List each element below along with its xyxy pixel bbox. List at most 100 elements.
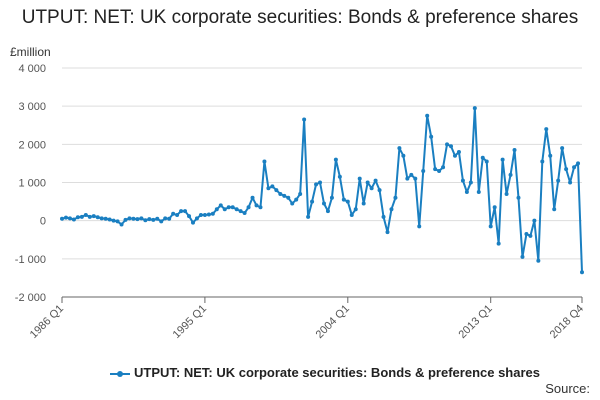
data-point[interactable] xyxy=(294,197,299,202)
data-point[interactable] xyxy=(214,207,219,212)
data-point[interactable] xyxy=(75,215,80,220)
data-point[interactable] xyxy=(385,230,390,235)
data-point[interactable] xyxy=(302,117,307,122)
data-point[interactable] xyxy=(187,214,192,219)
data-point[interactable] xyxy=(389,207,394,212)
data-point[interactable] xyxy=(548,153,553,158)
data-point[interactable] xyxy=(325,209,330,214)
data-point[interactable] xyxy=(437,169,442,174)
data-point[interactable] xyxy=(147,217,152,222)
data-point[interactable] xyxy=(60,216,64,221)
data-point[interactable] xyxy=(441,165,446,170)
data-point[interactable] xyxy=(365,180,370,185)
data-point[interactable] xyxy=(480,155,485,160)
data-point[interactable] xyxy=(91,214,96,219)
data-point[interactable] xyxy=(310,199,315,204)
data-point[interactable] xyxy=(262,159,267,164)
data-point[interactable] xyxy=(202,212,207,217)
data-point[interactable] xyxy=(377,188,382,193)
data-point[interactable] xyxy=(119,222,124,227)
data-point[interactable] xyxy=(198,212,203,217)
data-point[interactable] xyxy=(111,218,116,223)
data-point[interactable] xyxy=(218,203,223,208)
data-point[interactable] xyxy=(314,182,319,187)
data-point[interactable] xyxy=(445,142,450,147)
data-point[interactable] xyxy=(171,211,176,216)
data-point[interactable] xyxy=(425,113,430,118)
data-point[interactable] xyxy=(230,205,235,210)
data-point[interactable] xyxy=(286,195,291,200)
data-point[interactable] xyxy=(290,201,295,206)
data-point[interactable] xyxy=(405,176,410,181)
data-point[interactable] xyxy=(552,207,557,212)
data-point[interactable] xyxy=(151,217,156,222)
data-point[interactable] xyxy=(333,157,338,162)
data-point[interactable] xyxy=(373,178,378,183)
data-point[interactable] xyxy=(413,176,418,181)
data-point[interactable] xyxy=(278,191,283,196)
data-point[interactable] xyxy=(163,216,168,221)
data-point[interactable] xyxy=(500,157,505,162)
data-point[interactable] xyxy=(341,197,346,202)
data-point[interactable] xyxy=(329,195,334,200)
data-point[interactable] xyxy=(159,219,164,224)
data-point[interactable] xyxy=(337,174,342,179)
data-point[interactable] xyxy=(179,209,184,214)
data-point[interactable] xyxy=(250,195,255,200)
data-point[interactable] xyxy=(460,178,465,183)
data-point[interactable] xyxy=(369,186,374,191)
data-point[interactable] xyxy=(282,193,287,198)
data-point[interactable] xyxy=(464,190,469,195)
data-point[interactable] xyxy=(401,153,406,158)
data-point[interactable] xyxy=(568,180,573,185)
data-point[interactable] xyxy=(536,258,541,263)
data-point[interactable] xyxy=(95,215,100,220)
data-point[interactable] xyxy=(472,106,477,111)
data-point[interactable] xyxy=(452,153,457,158)
data-point[interactable] xyxy=(242,211,247,216)
data-point[interactable] xyxy=(381,214,386,219)
data-point[interactable] xyxy=(504,191,509,196)
data-point[interactable] xyxy=(318,180,323,185)
data-point[interactable] xyxy=(67,216,72,221)
data-point[interactable] xyxy=(528,233,533,238)
data-point[interactable] xyxy=(190,220,195,225)
data-point[interactable] xyxy=(246,205,251,210)
data-point[interactable] xyxy=(254,203,259,208)
data-point[interactable] xyxy=(194,216,199,221)
data-point[interactable] xyxy=(131,216,136,221)
data-point[interactable] xyxy=(361,201,366,206)
data-point[interactable] xyxy=(167,216,172,221)
data-point[interactable] xyxy=(580,270,584,275)
data-point[interactable] xyxy=(103,216,108,221)
data-point[interactable] xyxy=(516,195,521,200)
data-point[interactable] xyxy=(71,217,76,222)
data-point[interactable] xyxy=(238,209,243,214)
data-point[interactable] xyxy=(349,212,354,217)
data-point[interactable] xyxy=(524,232,529,237)
data-point[interactable] xyxy=(456,149,461,154)
data-point[interactable] xyxy=(512,148,517,153)
data-point[interactable] xyxy=(63,215,68,220)
data-point[interactable] xyxy=(206,212,211,217)
data-point[interactable] xyxy=(270,184,275,189)
data-point[interactable] xyxy=(476,190,481,195)
data-point[interactable] xyxy=(488,224,493,229)
data-point[interactable] xyxy=(155,216,160,221)
data-point[interactable] xyxy=(175,212,180,217)
data-point[interactable] xyxy=(572,165,577,170)
data-point[interactable] xyxy=(468,180,473,185)
data-point[interactable] xyxy=(210,211,215,216)
data-point[interactable] xyxy=(520,254,525,259)
data-point[interactable] xyxy=(492,205,497,210)
data-point[interactable] xyxy=(222,207,227,212)
data-point[interactable] xyxy=(306,214,311,219)
data-point[interactable] xyxy=(496,241,501,246)
data-point[interactable] xyxy=(433,167,438,172)
data-point[interactable] xyxy=(135,217,140,222)
data-point[interactable] xyxy=(449,144,454,149)
data-point[interactable] xyxy=(99,216,104,221)
data-point[interactable] xyxy=(556,178,561,183)
data-point[interactable] xyxy=(576,161,581,166)
data-point[interactable] xyxy=(393,195,398,200)
